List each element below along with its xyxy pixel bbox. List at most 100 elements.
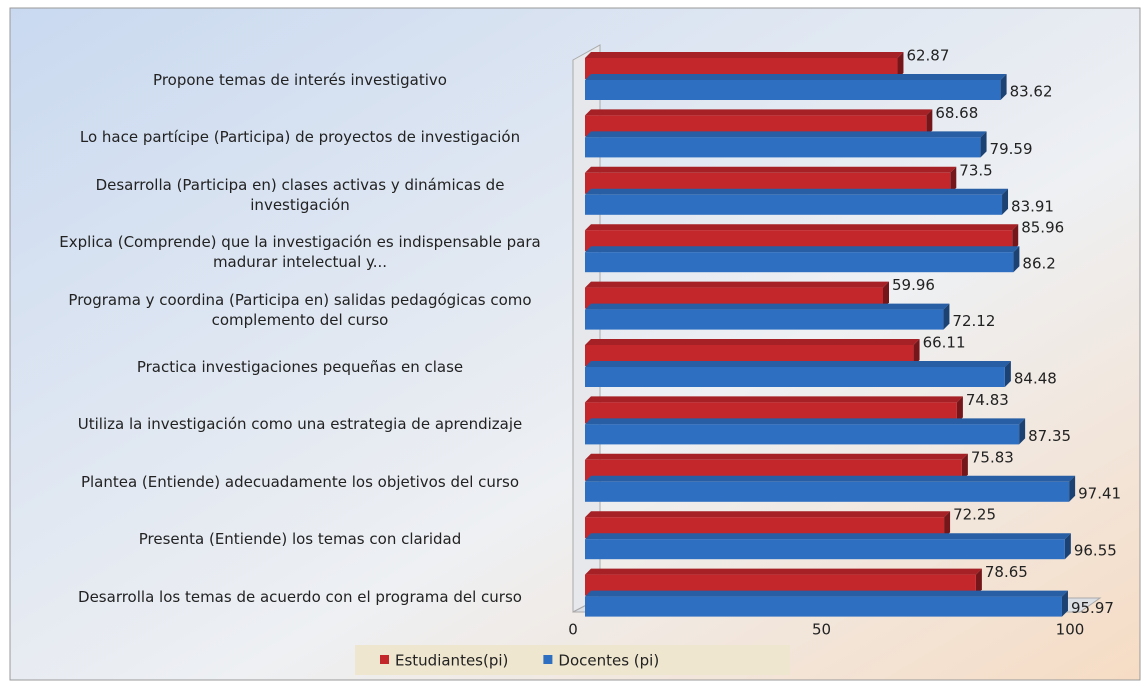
bar-side [1013,246,1020,273]
bar-top [585,475,1076,482]
bar [585,539,1065,560]
bar [585,367,1005,387]
bar-top [585,339,920,345]
data-label: 78.65 [985,563,1028,581]
bar-side [1019,418,1026,445]
bar [585,252,1014,273]
y-tick-label: Lo hace partícipe (Participa) de proyect… [79,128,521,147]
legend-swatch [543,655,553,664]
bar [585,230,1013,252]
y-tick-label: Explica (Comprende) que la investigación… [59,233,541,272]
data-label: 66.11 [923,334,966,352]
bar [585,80,1001,100]
bar-top [585,131,987,138]
bar-side [1002,188,1009,215]
bar-top [585,418,1026,425]
bar-top [585,224,1019,231]
bar-side [956,396,963,424]
data-label: 95.97 [1071,599,1114,617]
data-label: 68.68 [935,104,978,122]
data-label: 96.55 [1074,542,1117,560]
bar [585,194,1003,215]
bar-top [585,396,963,403]
y-tick-label: Practica investigaciones pequeñas en cla… [136,358,464,376]
data-label: 84.48 [1014,370,1057,388]
data-label: 83.91 [1011,197,1054,215]
bar-side [1061,590,1068,617]
x-tick-label: 100 [1056,621,1085,639]
bar-top [585,511,951,518]
y-tick-label: Presenta (Entiende) los temas con clarid… [138,530,462,549]
bar-top [585,361,1011,367]
legend-swatch [380,655,389,664]
bar-top [585,166,957,173]
bar [585,481,1070,502]
data-label: 59.96 [892,276,935,294]
bar-top [585,109,933,116]
bar-top [585,568,982,575]
bar-side [961,453,968,481]
y-tick-label: Utiliza la investigación como una estrat… [77,415,523,434]
bar-top [585,52,904,58]
bar-top [585,453,968,460]
bar-side [897,52,904,79]
bar-top [585,74,1007,80]
data-label: 72.12 [952,312,995,330]
bar-top [585,533,1071,540]
bar-top [585,303,950,310]
data-label: 83.62 [1010,83,1053,101]
bar [585,115,927,137]
bar [585,137,981,158]
bar [585,574,976,596]
legend-label: Estudiantes(pi) [395,652,508,670]
data-label: 75.83 [971,448,1014,466]
x-tick-label: 50 [812,621,831,639]
bar-side [883,281,890,309]
bar-side [950,166,957,194]
bar-side [1012,224,1019,252]
bar [585,402,957,424]
bar-side [1064,533,1071,560]
bar [585,424,1020,445]
legend-label: Docentes (pi) [558,652,659,670]
bar [585,309,944,330]
data-label: 73.5 [959,161,992,179]
data-label: 87.35 [1028,427,1071,445]
bar [585,172,951,194]
bar [585,287,884,309]
bar-side [913,339,920,366]
bar [585,596,1062,617]
bar-side [944,511,951,539]
data-label: 86.2 [1022,255,1055,273]
y-tick-label: Desarrolla (Participa en) clases activas… [95,175,505,214]
data-label: 79.59 [990,140,1033,158]
x-tick-label: 0 [568,621,578,639]
data-label: 85.96 [1021,219,1064,237]
bar-top [585,246,1020,253]
bar [585,459,962,481]
data-label: 97.41 [1078,484,1121,502]
legend-box [355,645,790,675]
data-label: 62.87 [906,47,949,65]
bar-side [975,568,982,596]
bar-side [926,109,933,137]
data-label: 74.83 [966,391,1009,409]
bar-side [1000,74,1007,100]
y-tick-label: Desarrolla los temas de acuerdo con el p… [78,587,522,606]
bar [585,517,945,539]
y-tick-label: Plantea (Entiende) adecuadamente los obj… [80,472,520,491]
y-tick-label: Propone temas de interés investigativo [153,71,447,89]
bar [585,345,914,366]
bar-side [980,131,987,158]
bar [585,58,898,79]
y-tick-label: Programa y coordina (Participa en) salid… [68,290,532,329]
bar-top [585,188,1009,195]
bar-side [1004,361,1011,387]
data-label: 72.25 [953,506,996,524]
bar-top [585,281,890,288]
bar-side [1069,475,1076,502]
bar-side [943,303,950,330]
bar-top [585,590,1068,597]
